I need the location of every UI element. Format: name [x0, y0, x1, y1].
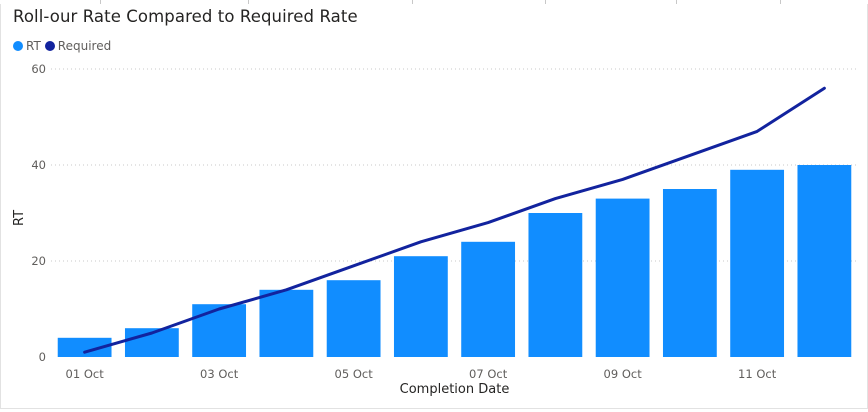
x-tick-label: 03 Oct — [200, 367, 239, 381]
ribbon-divider — [412, 0, 413, 4]
y-tick-label: 40 — [31, 158, 46, 172]
y-axis: 0 20 40 60 — [31, 62, 46, 364]
bar[interactable] — [57, 337, 112, 357]
bar[interactable] — [393, 256, 448, 357]
bar[interactable] — [259, 289, 314, 357]
bar[interactable] — [326, 280, 381, 357]
x-tick-label: 05 Oct — [335, 367, 374, 381]
legend-item-rt[interactable]: RT — [13, 39, 41, 53]
y-tick-label: 0 — [39, 350, 46, 364]
x-tick-label: 11 Oct — [738, 367, 777, 381]
x-tick-label: 01 Oct — [66, 367, 105, 381]
legend-label-rt: RT — [26, 39, 41, 53]
ribbon-divider — [676, 0, 677, 4]
ribbon-divider — [545, 0, 546, 4]
x-axis: 01 Oct 03 Oct 05 Oct 07 Oct 09 Oct 11 Oct — [66, 367, 777, 381]
bar[interactable] — [662, 189, 717, 357]
legend-marker-required — [44, 41, 55, 51]
legend-marker-rt — [13, 41, 23, 51]
ribbon-divider — [248, 0, 249, 4]
required-line — [83, 86, 826, 354]
bar[interactable] — [192, 304, 247, 357]
line-series-required[interactable] — [83, 86, 826, 354]
chart-svg: 0 20 40 60 01 Oct 03 Oct 05 Oct 07 Oct 09 Oct 11… — [12, 62, 858, 397]
chart-visual[interactable]: Roll-our Rate Compared to Required Rate … — [0, 4, 868, 409]
ribbon-divider — [780, 0, 781, 4]
bar[interactable] — [730, 169, 785, 357]
x-axis-title: Completion Date — [400, 382, 510, 397]
bar[interactable] — [595, 198, 650, 357]
bar-series-rt[interactable] — [57, 165, 852, 357]
y-tick-label: 20 — [31, 254, 46, 268]
bar[interactable] — [461, 241, 516, 357]
chart-title: Roll-our Rate Compared to Required Rate — [13, 7, 358, 26]
gridlines — [51, 68, 858, 262]
bar[interactable] — [797, 165, 852, 357]
x-tick-label: 09 Oct — [604, 367, 643, 381]
bar[interactable] — [528, 213, 583, 357]
x-tick-label: 07 Oct — [469, 367, 508, 381]
y-tick-label: 60 — [31, 62, 46, 76]
y-axis-title: RT — [12, 210, 27, 226]
legend-item-required[interactable]: Required — [44, 39, 112, 53]
ribbon-divider — [100, 0, 101, 4]
chart-legend: RT Required — [13, 38, 115, 54]
legend-label-required: Required — [57, 39, 112, 53]
